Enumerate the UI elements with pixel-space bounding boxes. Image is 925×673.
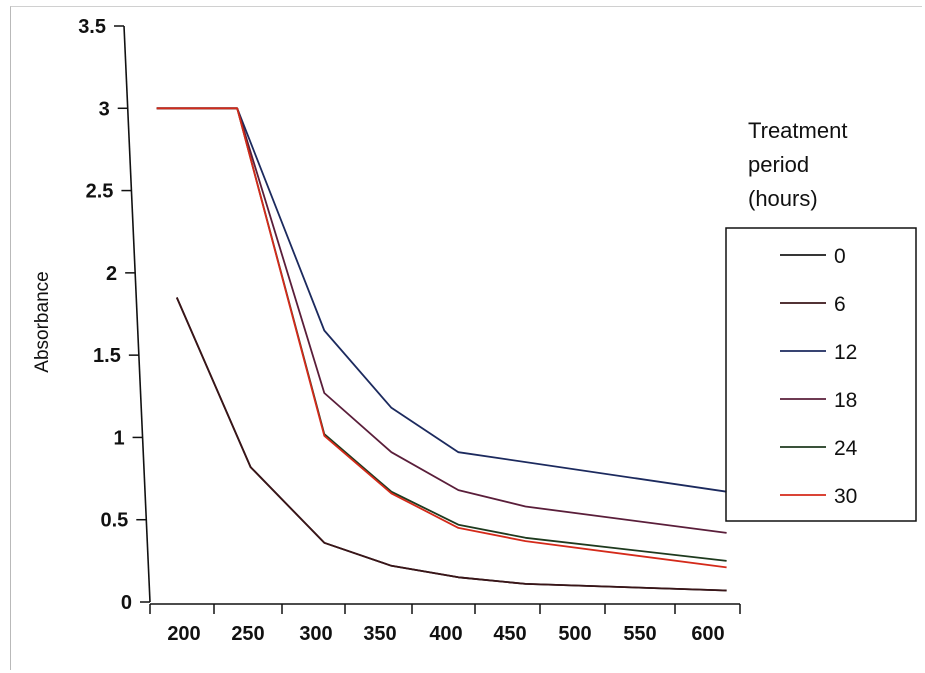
legend-box <box>725 227 917 522</box>
legend-label-12: 12 <box>834 341 857 364</box>
series-line-24 <box>156 107 727 562</box>
x-tick-label: 550 <box>623 623 656 645</box>
legend-title: Treatment period (hours) <box>748 118 847 211</box>
y-tick-label: 1.5 <box>93 345 121 367</box>
legend-label-30: 30 <box>834 485 857 508</box>
legend-label-6: 6 <box>834 293 846 316</box>
x-tick-label: 350 <box>363 623 396 645</box>
series-line-0 <box>175 297 727 592</box>
y-tick-label: 1 <box>113 427 124 449</box>
y-tick-label: 0.5 <box>100 510 128 532</box>
y-axis-line <box>123 25 151 603</box>
series-line-18 <box>156 107 727 534</box>
legend-title-line: (hours) <box>748 186 818 211</box>
y-tick-label: 3 <box>99 98 110 120</box>
chart-frame <box>10 6 922 670</box>
x-tick-label: 250 <box>231 623 264 645</box>
x-tick-label: 450 <box>493 623 526 645</box>
x-tick-label: 400 <box>429 623 462 645</box>
x-tick-label: 600 <box>691 623 724 645</box>
legend-label-18: 18 <box>834 389 857 412</box>
y-axis-label: Absorbance <box>32 271 53 372</box>
series-layer <box>156 107 727 592</box>
series-line-12 <box>156 107 727 493</box>
legend-title-line: Treatment <box>748 118 847 143</box>
axes: 0 0.5 1 1.5 2 2.5 3 3.5 200 250 300 350 400 450 500 550… <box>78 16 741 645</box>
legend-label-24: 24 <box>834 437 858 460</box>
x-tick-label: 300 <box>299 623 332 645</box>
y-tick-label: 2.5 <box>86 181 114 203</box>
legend-title-line: period <box>748 152 809 177</box>
y-tick-label: 3.5 <box>78 16 106 38</box>
series-line-6 <box>175 297 727 592</box>
legend-label-0: 0 <box>834 245 846 268</box>
y-tick-label: 0 <box>121 592 132 614</box>
x-tick-label: 500 <box>558 623 591 645</box>
y-tick-label: 2 <box>106 263 117 285</box>
x-tick-label: 200 <box>167 623 200 645</box>
series-line-30 <box>156 107 727 569</box>
legend-items: 0 6 12 18 24 30 <box>780 245 858 508</box>
